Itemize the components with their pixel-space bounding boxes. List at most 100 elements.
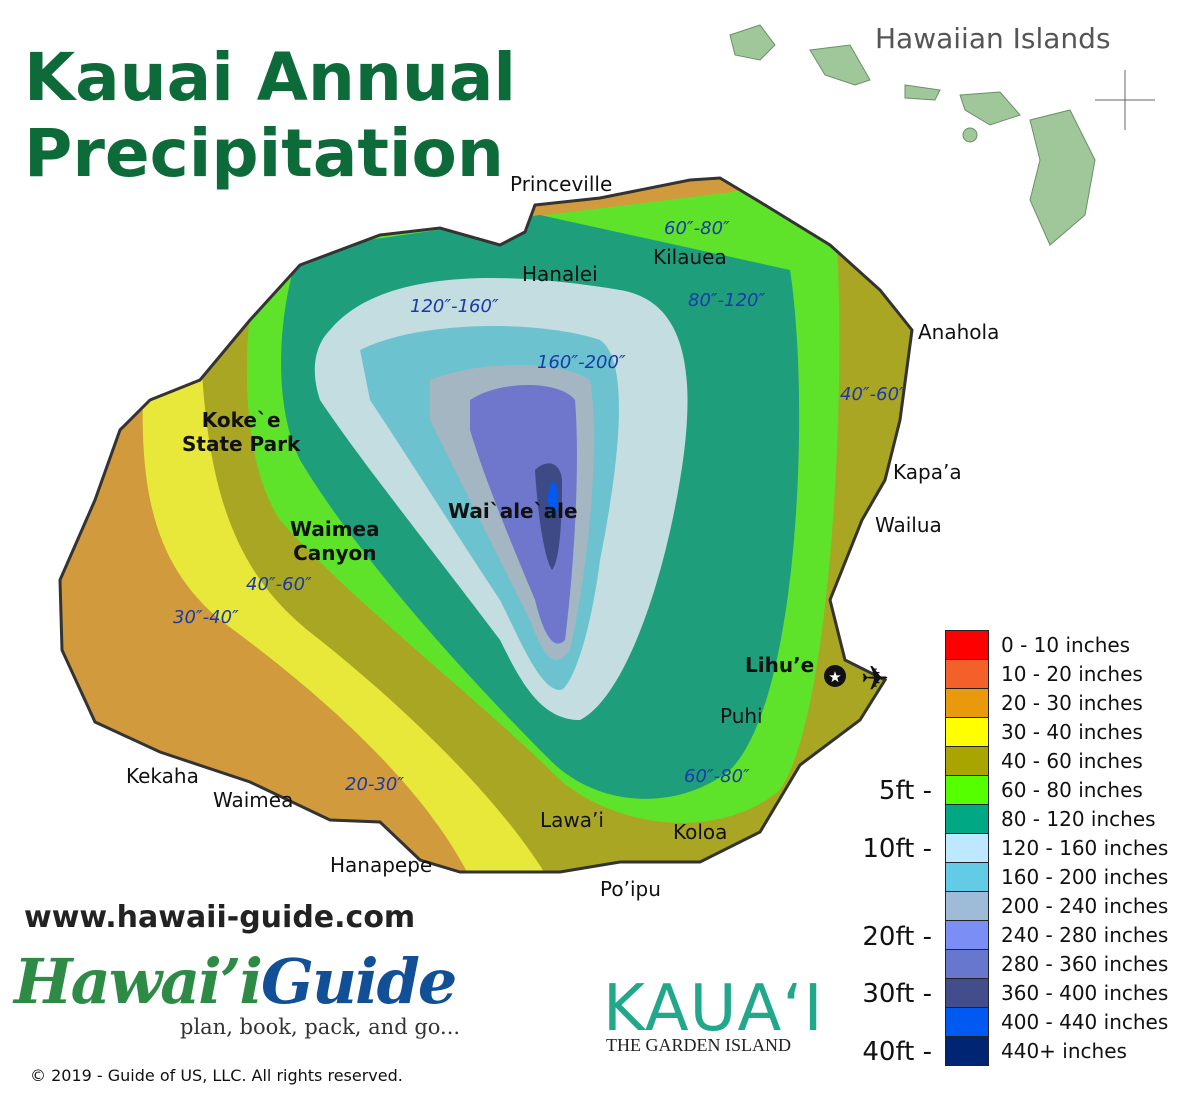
legend-item: 60 - 80 inches: [945, 775, 1168, 804]
label-princeville: Princeville: [510, 172, 613, 196]
legend-swatch: [945, 659, 989, 688]
label-wailua: Wailua: [875, 513, 942, 537]
legend-swatch: [945, 862, 989, 891]
legend-item: 80 - 120 inches: [945, 804, 1168, 833]
band-label: 120″-160″: [410, 296, 499, 317]
legend-item: 200 - 240 inches: [945, 891, 1168, 920]
legend-item: 30 - 40 inches: [945, 717, 1168, 746]
legend-label: 60 - 80 inches: [1001, 777, 1143, 802]
svg-text:✈: ✈: [861, 659, 890, 699]
feet-label: 5ft -: [878, 776, 932, 806]
label-koloa: Koloa: [673, 820, 728, 844]
legend-label: 10 - 20 inches: [1001, 661, 1143, 686]
label-waialeale: Wai`ale`ale: [448, 499, 578, 523]
band-label: 20-30″: [345, 774, 405, 795]
legend-label: 120 - 160 inches: [1001, 835, 1169, 860]
legend-item: 280 - 360 inches: [945, 949, 1168, 978]
inset-title: Hawaiian Islands: [875, 22, 1111, 55]
legend-swatch: [945, 1035, 989, 1066]
kokee-line-2: State Park: [182, 432, 301, 456]
logo-tagline: plan, book, pack, and go...: [180, 1015, 461, 1039]
legend-label: 30 - 40 inches: [1001, 719, 1143, 744]
legend-label: 40 - 60 inches: [1001, 748, 1143, 773]
label-kekaha: Kekaha: [126, 764, 199, 788]
legend-label: 160 - 200 inches: [1001, 864, 1169, 889]
feet-label: 20ft -: [862, 922, 932, 952]
legend-swatch: [945, 891, 989, 920]
feet-label: 30ft -: [862, 979, 932, 1009]
legend-swatch: [945, 920, 989, 949]
legend-swatch: [945, 746, 989, 775]
label-poipu: Po’ipu: [600, 877, 661, 901]
legend-label: 20 - 30 inches: [1001, 690, 1143, 715]
label-lawai: Lawa’i: [540, 808, 604, 832]
svg-text:★: ★: [828, 668, 841, 686]
band-label: 60″-80″: [684, 766, 750, 787]
band-label: 60″-80″: [664, 218, 730, 239]
legend-label: 80 - 120 inches: [1001, 806, 1156, 831]
label-kilauea: Kilauea: [653, 245, 727, 269]
legend-item: 20 - 30 inches: [945, 688, 1168, 717]
legend-label: 360 - 400 inches: [1001, 980, 1169, 1005]
legend-swatch: [945, 717, 989, 746]
band-label: 40″-60″: [840, 384, 906, 405]
kauai-logo: KAUA‘I: [603, 972, 824, 1046]
compass-rose-icon: [1095, 70, 1155, 130]
canyon-line-2: Canyon: [293, 541, 377, 565]
title-line-2: Precipitation: [24, 115, 504, 192]
legend-item: 240 - 280 inches: [945, 920, 1168, 949]
website-link[interactable]: www.hawaii-guide.com: [24, 900, 416, 935]
band-label: 160″-200″: [537, 352, 626, 373]
legend-swatch: [945, 1007, 989, 1036]
title-line-1: Kauai Annual: [24, 39, 517, 116]
legend-label: 0 - 10 inches: [1001, 632, 1131, 657]
logo-part-2: Guide: [261, 945, 457, 1018]
legend-item: 120 - 160 inches: [945, 833, 1168, 862]
legend-item: 0 - 10 inches: [945, 630, 1168, 659]
hawaii-guide-logo: Hawai’iGuide: [14, 945, 457, 1018]
label-hanapepe: Hanapepe: [330, 853, 433, 877]
band-label: 40″-60″: [246, 574, 312, 595]
label-puhi: Puhi: [720, 704, 763, 728]
legend-swatch: [945, 804, 989, 833]
kauai-logo-tagline: THE GARDEN ISLAND: [606, 1035, 791, 1055]
feet-label: 10ft -: [862, 834, 932, 864]
legend-swatch: [945, 630, 989, 659]
legend-swatch: [945, 949, 989, 978]
band-400-440: [548, 482, 558, 518]
legend-label: 440+ inches: [1001, 1038, 1127, 1063]
label-hanalei: Hanalei: [522, 262, 598, 286]
copyright: © 2019 - Guide of US, LLC. All rights re…: [30, 1066, 403, 1085]
band-280-360: [470, 385, 577, 644]
legend-item: 160 - 200 inches: [945, 862, 1168, 891]
label-lihue: Lihu’e: [745, 653, 815, 677]
legend-label: 400 - 440 inches: [1001, 1009, 1169, 1034]
legend-swatch: [945, 775, 989, 804]
legend-item: 40 - 60 inches: [945, 746, 1168, 775]
canyon-line-1: Waimea: [290, 517, 380, 541]
airport-icon: ★ ✈: [824, 659, 889, 699]
kokee-line-1: Koke`e: [201, 408, 281, 432]
band-label: 80″-120″: [688, 290, 766, 311]
legend: 0 - 10 inches 10 - 20 inches 20 - 30 inche…: [945, 630, 1168, 1066]
legend-swatch: [945, 978, 989, 1007]
legend-label: 280 - 360 inches: [1001, 951, 1169, 976]
logo-part-1: Hawai’i: [14, 945, 263, 1018]
page-title: Kauai Annual Precipitation: [24, 40, 516, 192]
label-waimea-canyon: Waimea Canyon: [290, 517, 380, 565]
legend-swatch: [945, 833, 989, 862]
label-kokee: Koke`e State Park: [182, 408, 300, 456]
legend-swatch: [945, 688, 989, 717]
label-waimea: Waimea: [213, 788, 294, 812]
legend-label: 200 - 240 inches: [1001, 893, 1169, 918]
legend-item: 10 - 20 inches: [945, 659, 1168, 688]
legend-item: 400 - 440 inches: [945, 1007, 1168, 1036]
feet-label: 40ft -: [862, 1037, 932, 1067]
legend-item: 360 - 400 inches: [945, 978, 1168, 1007]
legend-item: 440+ inches: [945, 1035, 1168, 1066]
label-anahola: Anahola: [918, 320, 1000, 344]
label-kapaa: Kapa’a: [893, 460, 962, 484]
band-label: 30″-40″: [173, 607, 239, 628]
